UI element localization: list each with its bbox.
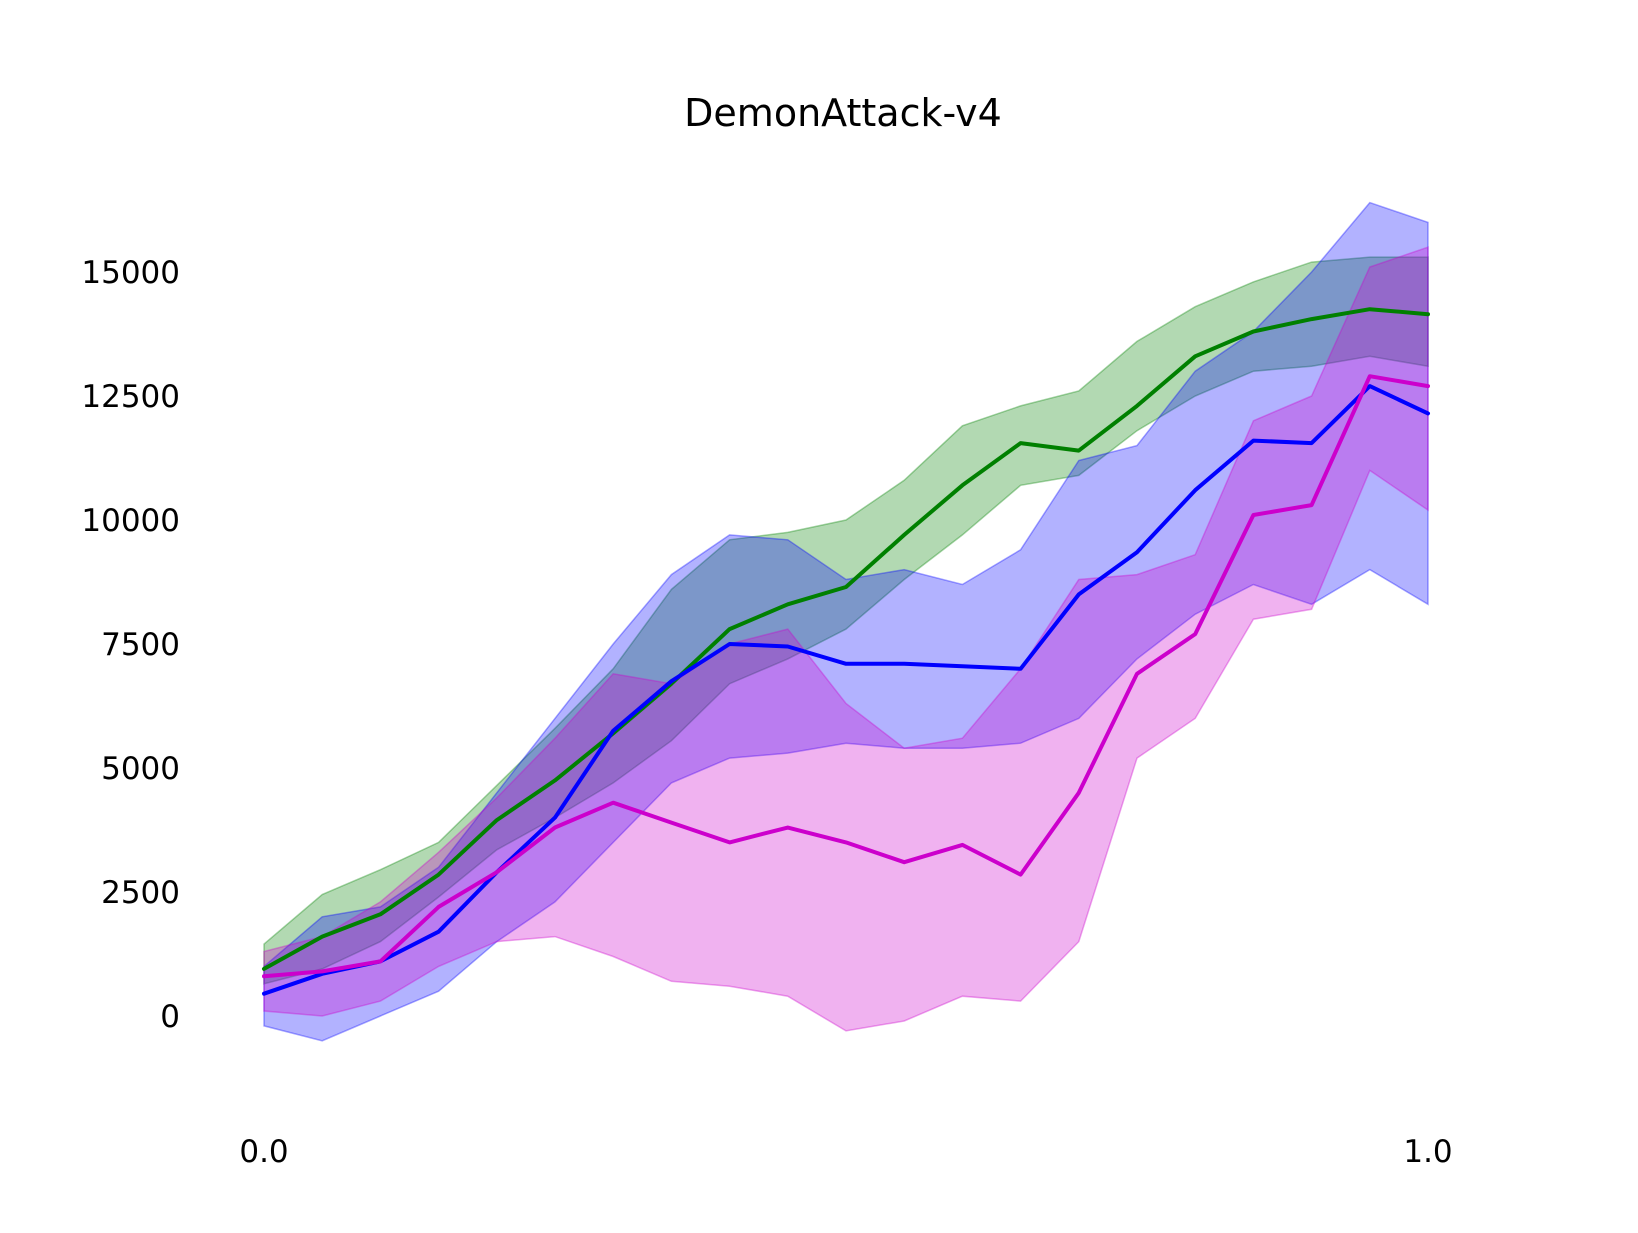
y-tick-label: 0	[160, 999, 180, 1035]
y-tick-label: 10000	[81, 503, 180, 539]
confidence-bands	[263, 201, 1429, 1042]
series-2-band	[263, 201, 1429, 1042]
y-axis-ticks: 0 2500 5000 7500 10000 12500 15000	[81, 255, 180, 1035]
y-tick-label: 15000	[81, 255, 180, 291]
y-tick-label: 2500	[101, 875, 180, 911]
series-2-line	[262, 384, 1430, 996]
x-tick-label: 1.0	[1403, 1134, 1452, 1170]
y-tick-label: 5000	[101, 751, 180, 787]
series-1-line	[262, 307, 1430, 971]
y-tick-label: 12500	[81, 379, 180, 415]
x-tick-label: 0.0	[239, 1134, 288, 1170]
series-lines	[262, 307, 1430, 996]
series-3-line	[262, 374, 1430, 979]
chart-title: DemonAttack-v4	[684, 91, 1002, 135]
x-axis-ticks: 0.0 1.0	[239, 1134, 1452, 1170]
series-1-band	[263, 256, 1429, 985]
y-tick-label: 7500	[101, 627, 180, 663]
